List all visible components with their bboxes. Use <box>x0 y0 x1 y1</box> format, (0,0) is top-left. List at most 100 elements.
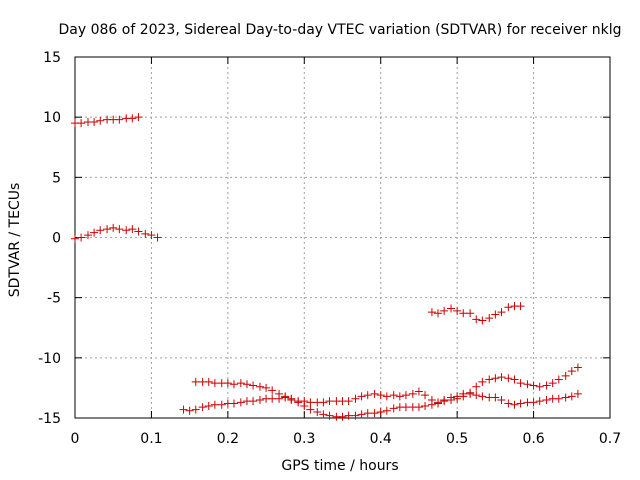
data-point <box>229 399 238 408</box>
data-point <box>370 389 379 398</box>
data-point <box>90 228 99 237</box>
data-point <box>242 380 251 389</box>
data-point <box>344 411 353 420</box>
data-point <box>510 375 519 384</box>
data-point <box>516 302 525 311</box>
data-point <box>370 409 379 418</box>
data-point <box>268 386 277 395</box>
y-tick-label: -15 <box>38 411 61 427</box>
data-point <box>542 395 551 404</box>
data-point <box>389 391 398 400</box>
data-point <box>134 227 143 236</box>
data-point <box>344 397 353 406</box>
data-point <box>535 382 544 391</box>
data-point <box>376 391 385 400</box>
data-point <box>204 401 213 410</box>
x-tick-label: 0.1 <box>140 431 162 447</box>
data-point <box>255 395 264 404</box>
data-point <box>472 391 481 400</box>
data-point <box>382 392 391 401</box>
data-point <box>236 379 245 388</box>
data-point <box>198 403 207 412</box>
data-point <box>122 226 131 235</box>
data-point <box>414 387 423 396</box>
data-point <box>268 394 277 403</box>
data-point <box>319 398 328 407</box>
data-point <box>440 397 449 406</box>
data-point <box>510 400 519 409</box>
data-point <box>77 233 86 242</box>
data-point <box>147 231 156 240</box>
data-point <box>529 398 538 407</box>
data-point <box>313 407 322 416</box>
data-point <box>103 225 112 234</box>
data-point <box>497 373 506 382</box>
grid-lines <box>75 57 610 418</box>
data-point <box>573 389 582 398</box>
data-point <box>427 308 436 317</box>
data-point <box>504 303 513 312</box>
data-point <box>281 392 290 401</box>
data-point <box>523 380 532 389</box>
data-point <box>338 412 347 421</box>
data-point <box>561 371 570 380</box>
data-point <box>567 367 576 376</box>
x-tick-label: 0.4 <box>370 431 392 447</box>
data-point <box>96 116 105 125</box>
data-point <box>306 405 315 414</box>
data-point <box>262 383 271 392</box>
data-point <box>466 388 475 397</box>
data-point <box>573 363 582 372</box>
data-point <box>389 404 398 413</box>
data-point <box>516 379 525 388</box>
data-point <box>414 403 423 412</box>
data-point <box>210 379 219 388</box>
data-point <box>440 306 449 315</box>
data-point <box>401 403 410 412</box>
data-point <box>472 315 481 324</box>
data-point <box>376 407 385 416</box>
data-point <box>363 391 372 400</box>
data-point <box>325 411 334 420</box>
x-tick-label: 0.3 <box>293 431 315 447</box>
data-point <box>478 392 487 401</box>
data-point <box>421 391 430 400</box>
data-point <box>229 380 238 389</box>
data-point <box>363 409 372 418</box>
y-tick-label: 15 <box>43 50 61 66</box>
data-point <box>447 395 456 404</box>
data-point <box>275 389 284 398</box>
data-point <box>96 226 105 235</box>
data-point <box>554 375 563 384</box>
y-tick-labels: -15 -10 -5 0 5 10 15 <box>38 50 61 427</box>
data-point <box>466 309 475 318</box>
x-tick-label: 0.5 <box>446 431 468 447</box>
x-tick-label: 0.6 <box>522 431 544 447</box>
y-tick-label: -5 <box>47 291 61 307</box>
data-point <box>395 392 404 401</box>
data-point <box>223 379 232 388</box>
data-point <box>542 381 551 390</box>
data-point <box>210 400 219 409</box>
y-tick-label: 0 <box>52 231 61 247</box>
data-point <box>491 310 500 319</box>
data-point <box>179 405 188 414</box>
data-point <box>306 398 315 407</box>
data-point <box>128 225 137 234</box>
data-point <box>141 229 150 238</box>
data-point <box>485 375 494 384</box>
chart-title: Day 086 of 2023, Sidereal Day-to-day VTE… <box>59 22 622 38</box>
data-point <box>204 377 213 386</box>
series-track-a <box>71 223 162 243</box>
data-point <box>351 394 360 403</box>
series-track-d <box>191 363 582 407</box>
data-point <box>382 406 391 415</box>
data-point <box>236 398 245 407</box>
data-point <box>191 405 200 414</box>
data-point <box>401 391 410 400</box>
data-point <box>408 389 417 398</box>
data-point <box>191 377 200 386</box>
data-points <box>71 113 582 421</box>
x-tick-labels: 0 0.1 0.2 0.3 0.4 0.5 0.6 0.7 <box>71 431 622 447</box>
